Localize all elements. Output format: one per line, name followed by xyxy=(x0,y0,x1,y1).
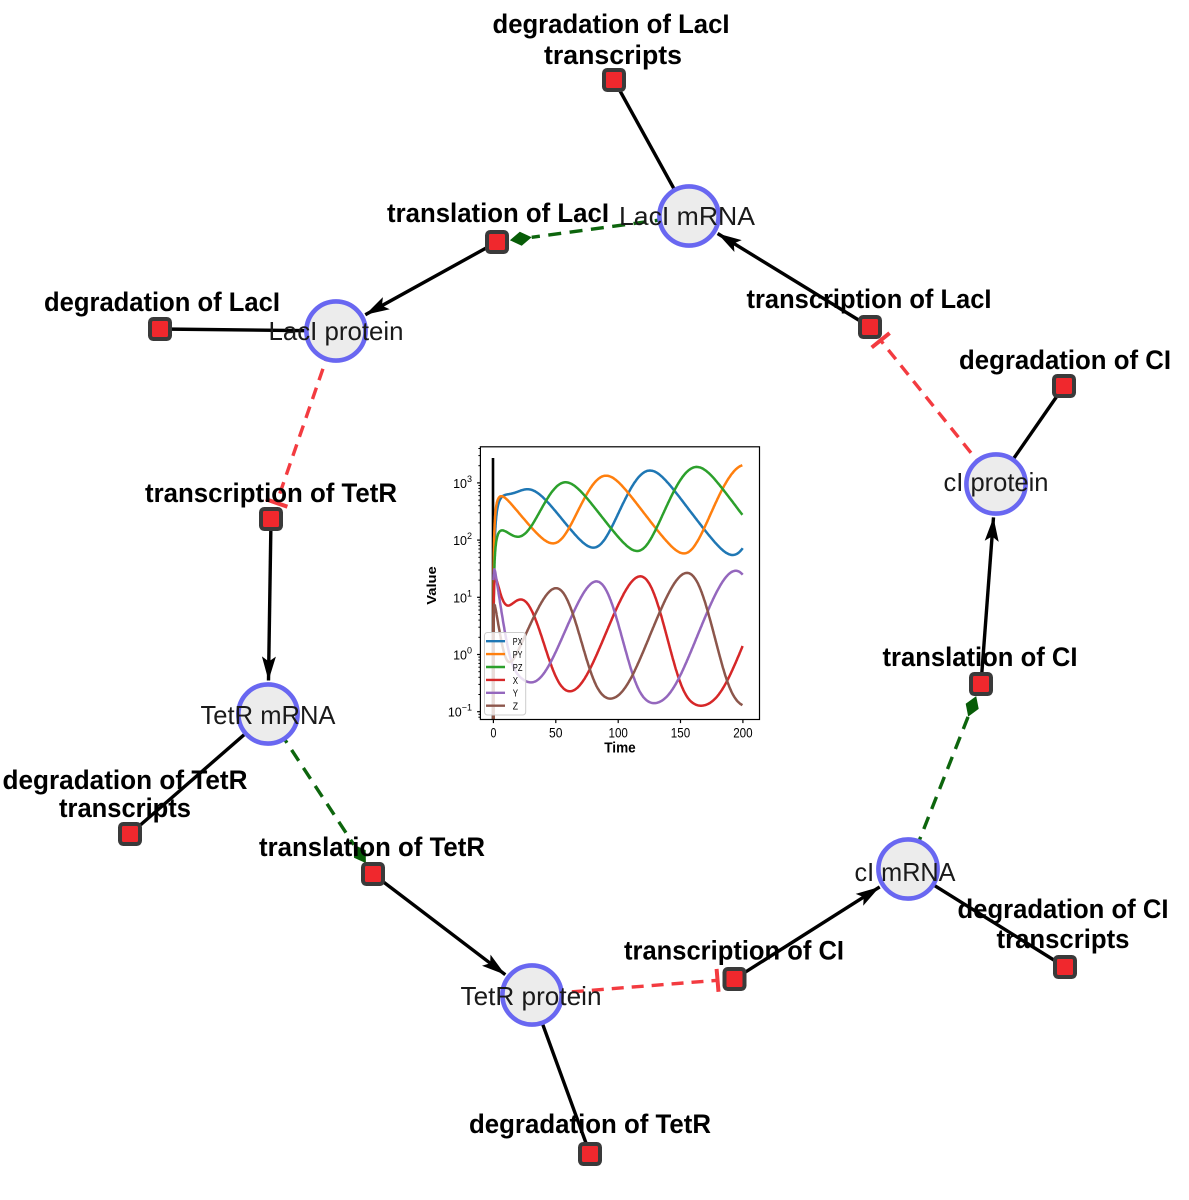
svg-text:cI mRNA: cI mRNA xyxy=(855,857,957,887)
svg-text:transcripts: transcripts xyxy=(997,924,1130,954)
svg-text:degradation of LacI: degradation of LacI xyxy=(44,287,280,317)
svg-text:degradation of LacI: degradation of LacI xyxy=(493,9,730,39)
svg-text:150: 150 xyxy=(671,726,690,741)
svg-text:LacI mRNA: LacI mRNA xyxy=(619,201,756,231)
svg-text:degradation of TetR: degradation of TetR xyxy=(469,1109,711,1139)
svg-text:translation of LacI: translation of LacI xyxy=(387,198,609,228)
svg-text:PZ: PZ xyxy=(513,662,523,674)
svg-text:Value: Value xyxy=(424,566,439,605)
svg-text:PX: PX xyxy=(513,636,523,648)
svg-text:transcription of CI: transcription of CI xyxy=(624,936,844,966)
svg-text:degradation of TetR: degradation of TetR xyxy=(3,765,248,795)
svg-text:X: X xyxy=(513,675,518,687)
svg-text:200: 200 xyxy=(733,726,752,741)
svg-text:LacI protein: LacI protein xyxy=(269,316,404,346)
svg-text:transcription of LacI: transcription of LacI xyxy=(747,284,992,314)
svg-text:degradation of CI: degradation of CI xyxy=(959,345,1171,375)
svg-text:PY: PY xyxy=(513,649,523,661)
svg-text:Y: Y xyxy=(513,688,518,700)
svg-text:transcripts: transcripts xyxy=(59,793,191,823)
svg-text:50: 50 xyxy=(549,726,563,741)
svg-text:Z: Z xyxy=(513,701,519,713)
svg-text:degradation of CI: degradation of CI xyxy=(958,894,1169,924)
svg-text:translation of TetR: translation of TetR xyxy=(259,832,485,862)
svg-text:translation of CI: translation of CI xyxy=(883,642,1078,672)
svg-text:Time: Time xyxy=(604,741,636,757)
svg-text:cI protein: cI protein xyxy=(944,467,1049,497)
svg-text:TetR mRNA: TetR mRNA xyxy=(201,700,337,730)
svg-text:transcription of TetR: transcription of TetR xyxy=(145,478,397,508)
svg-text:transcripts: transcripts xyxy=(544,40,682,70)
svg-text:TetR protein: TetR protein xyxy=(461,981,602,1011)
svg-text:100: 100 xyxy=(609,726,628,741)
svg-text:0: 0 xyxy=(490,726,496,741)
